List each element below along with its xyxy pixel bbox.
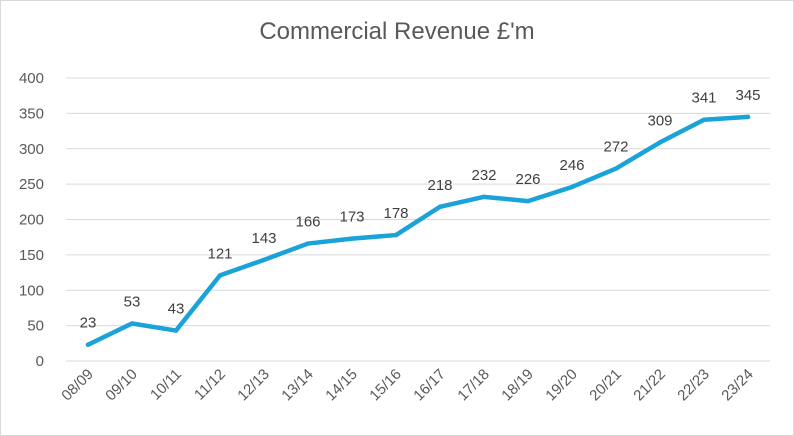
data-point — [613, 166, 619, 171]
y-tick-label: 300 — [19, 141, 44, 158]
data-point — [85, 342, 91, 347]
y-tick-label: 350 — [19, 105, 44, 122]
chart-title: Commercial Revenue £'m — [259, 18, 535, 45]
data-labels: 23 53 43 121 143 166 173 178 218 232 226 246 272 309 3… — [80, 87, 761, 332]
x-tick-label: 14/15 — [322, 366, 361, 405]
data-point — [437, 204, 443, 209]
data-point — [305, 241, 311, 246]
x-tick-label: 19/20 — [542, 366, 581, 405]
series-lines — [85, 114, 751, 347]
data-point — [745, 114, 751, 120]
y-tick-label: 400 — [19, 70, 44, 87]
data-label: 143 — [251, 230, 276, 247]
y-tick-label: 200 — [19, 212, 44, 229]
y-tick-label: 150 — [19, 247, 44, 264]
x-tick-label: 17/18 — [454, 366, 493, 405]
y-tick-label: 0 — [36, 353, 44, 370]
x-tick-label: 12/13 — [234, 366, 273, 405]
x-tick-label: 22/23 — [674, 366, 713, 405]
x-tick-label: 10/11 — [147, 366, 185, 404]
data-label: 232 — [471, 167, 496, 184]
x-tick-label: 16/17 — [410, 366, 449, 405]
data-point — [525, 198, 531, 204]
series-line — [85, 114, 751, 347]
x-tick-label: 09/10 — [102, 366, 141, 405]
x-tick-label: 20/21 — [586, 366, 625, 405]
x-tick-label: 21/22 — [630, 366, 669, 405]
data-label: 345 — [735, 87, 760, 104]
data-label: 272 — [603, 139, 628, 156]
data-label: 166 — [295, 214, 320, 231]
x-tick-label: 18/19 — [498, 366, 537, 405]
data-point — [393, 232, 399, 238]
gridlines — [66, 77, 770, 362]
data-label: 226 — [515, 171, 540, 188]
data-point — [261, 257, 267, 263]
data-point — [569, 184, 575, 190]
y-axis-tick-labels: 0 50 100 150 200 250 300 350 400 — [19, 70, 44, 370]
x-axis-tick-labels: 08/09 09/10 10/11 11/12 12/13 13/14 14/15 15/16… — [58, 366, 757, 405]
data-label: 43 — [168, 301, 185, 318]
data-point — [129, 321, 135, 326]
data-point — [481, 194, 487, 200]
x-tick-label: 08/09 — [58, 366, 97, 405]
data-label: 23 — [80, 315, 97, 332]
data-point — [173, 328, 179, 333]
x-tick-label: 13/14 — [278, 366, 317, 405]
data-label: 121 — [207, 245, 232, 262]
data-point — [217, 273, 223, 278]
x-tick-label: 23/24 — [718, 366, 757, 405]
data-label: 341 — [691, 90, 716, 107]
y-tick-label: 100 — [19, 282, 44, 299]
y-tick-label: 50 — [27, 318, 44, 335]
y-tick-label: 250 — [19, 176, 44, 193]
data-label: 246 — [559, 157, 584, 174]
data-point — [701, 117, 707, 122]
data-label: 173 — [339, 209, 364, 226]
data-point — [657, 140, 663, 145]
x-tick-label: 15/16 — [366, 366, 405, 405]
data-label: 178 — [383, 205, 408, 222]
data-point — [349, 236, 355, 241]
x-tick-label: 11/12 — [191, 366, 229, 404]
data-label: 309 — [647, 112, 672, 129]
data-label: 218 — [427, 177, 452, 194]
data-label: 53 — [124, 294, 141, 311]
